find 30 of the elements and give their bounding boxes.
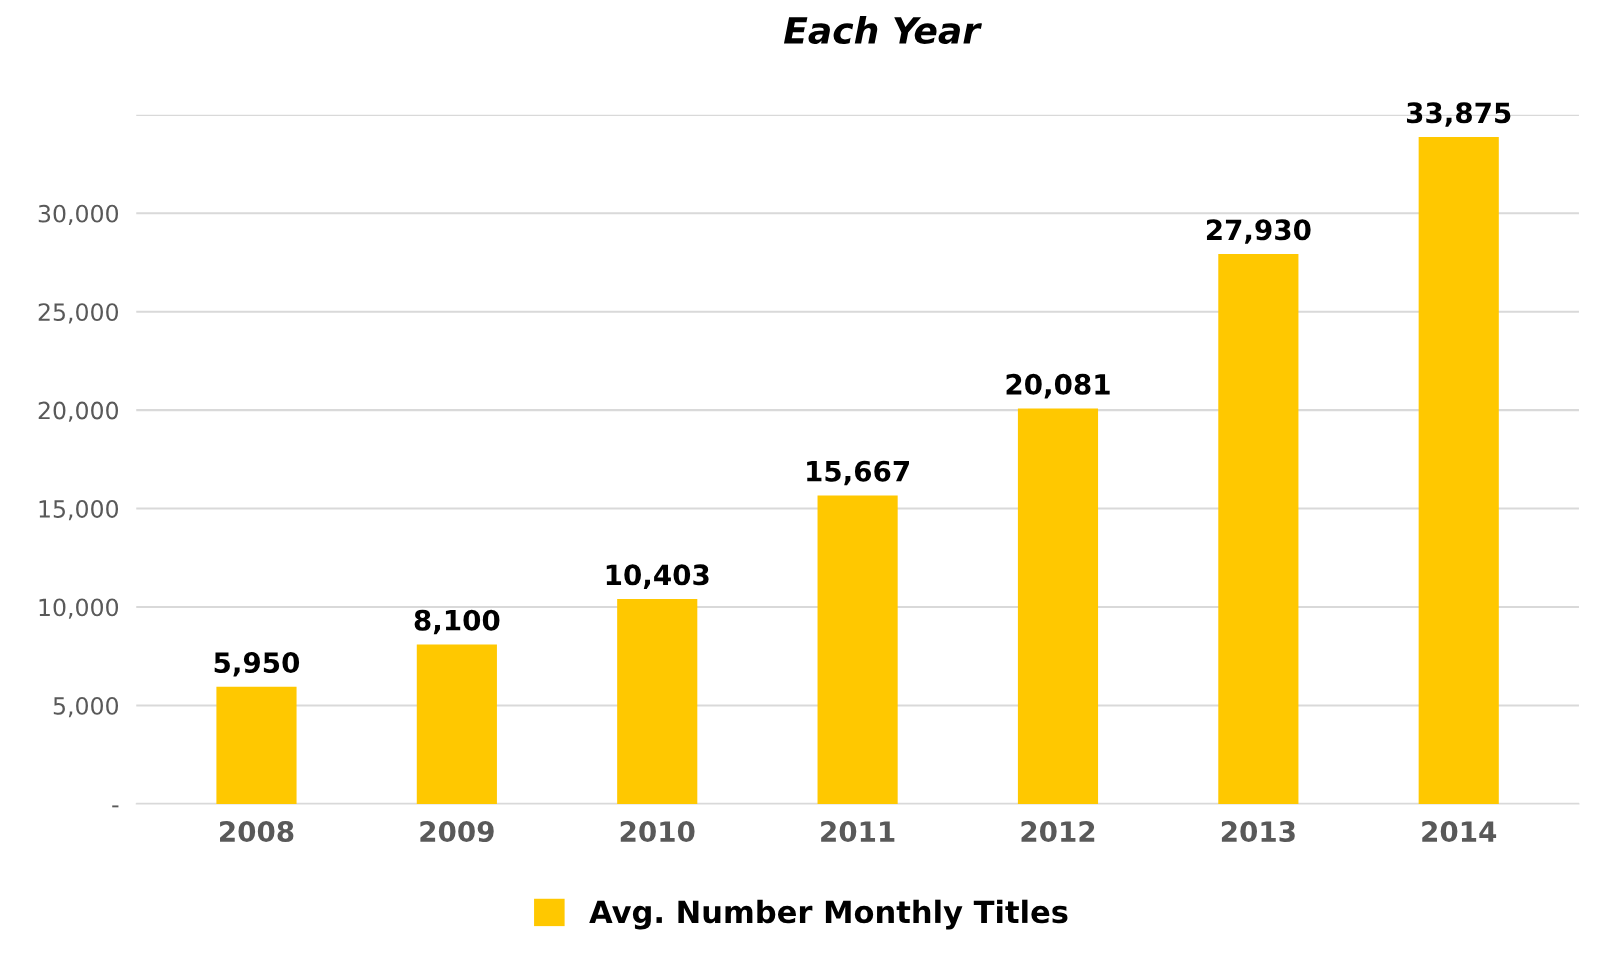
y-tick-label: 10,000 <box>39 598 119 619</box>
y-tick-label: - <box>112 805 119 808</box>
x-tick-label: 2008 <box>220 821 294 843</box>
x-tick-label: 2014 <box>1422 821 1497 843</box>
data-label: 20,081 <box>1006 373 1110 399</box>
x-tick-label: 2012 <box>1021 821 1095 843</box>
y-tick-label: 25,000 <box>38 303 119 324</box>
bar <box>216 686 297 804</box>
chart-title: Each Year <box>783 16 982 44</box>
data-label: 15,667 <box>807 460 909 486</box>
bar <box>617 599 698 804</box>
legend-label: Avg. Number Monthly Titles <box>589 899 1068 930</box>
data-label: 27,930 <box>1206 219 1311 244</box>
data-label: 10,403 <box>606 564 709 589</box>
y-tick-label: 5,000 <box>53 696 119 718</box>
bar <box>1418 136 1499 804</box>
y-tick-label: 30,000 <box>38 204 119 225</box>
x-tick-label: 2011 <box>821 821 895 843</box>
bar <box>416 644 497 804</box>
data-label: 8,100 <box>414 609 500 635</box>
x-tick-label: 2010 <box>620 821 695 843</box>
bar <box>1017 408 1099 804</box>
data-label: 5,950 <box>214 652 300 677</box>
bar <box>1218 254 1299 804</box>
x-tick-label: 2013 <box>1221 821 1295 843</box>
data-label: 33,875 <box>1406 102 1511 127</box>
y-tick-label: 15,000 <box>39 500 119 521</box>
bar <box>817 495 898 804</box>
y-tick-label: 20,000 <box>38 401 119 422</box>
x-tick-label: 2009 <box>420 821 494 843</box>
